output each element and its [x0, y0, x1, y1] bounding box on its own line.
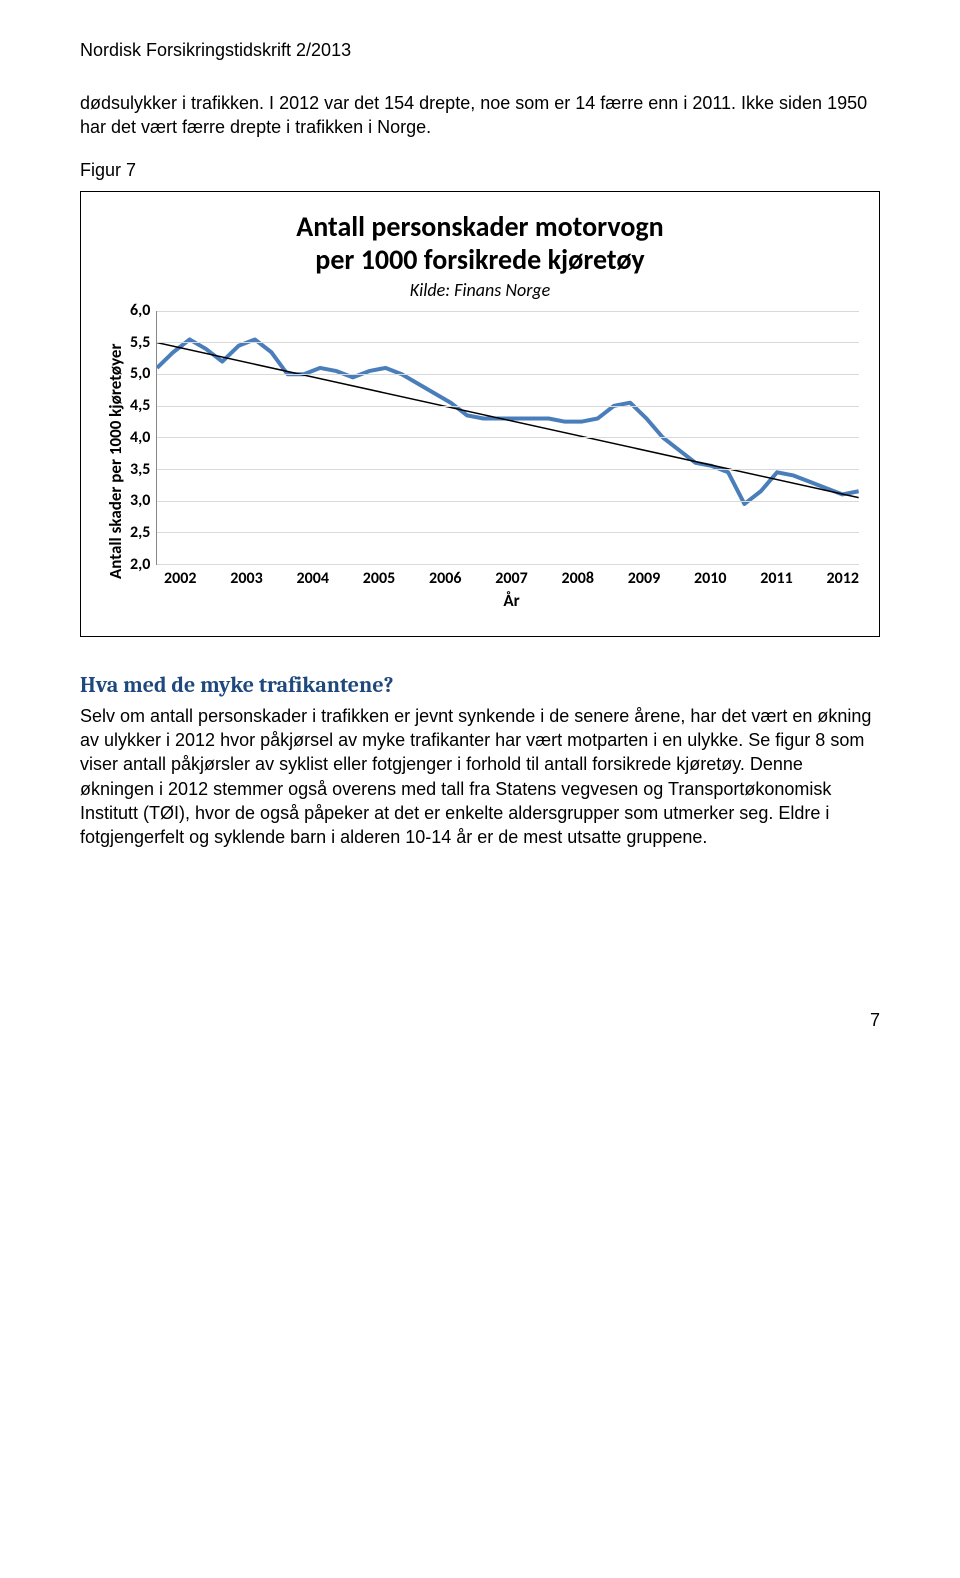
- chart-title-line2: per 1000 forsikrede kjøretøy: [315, 242, 644, 277]
- x-tick: 2004: [297, 569, 329, 588]
- page-number: 7: [80, 1010, 880, 1031]
- grid-line: [157, 374, 859, 375]
- x-tick: 2011: [760, 569, 792, 588]
- x-tick: 2007: [495, 569, 527, 588]
- x-tick: 2008: [562, 569, 594, 588]
- y-axis-ticks: 6,05,55,04,54,03,53,02,52,0: [130, 311, 156, 565]
- chart-container: Antall personskader motorvogn per 1000 f…: [80, 191, 880, 637]
- x-tick: 2003: [230, 569, 262, 588]
- x-tick: 2010: [694, 569, 726, 588]
- plot-area: [156, 311, 859, 565]
- grid-line: [157, 342, 859, 343]
- grid-line: [157, 469, 859, 470]
- x-axis-ticks: 2002 2003 2004 2005 2006 2007 2008 2009 2010 2011…: [130, 569, 859, 588]
- x-tick: 2005: [363, 569, 395, 588]
- figure-label: Figur 7: [80, 160, 880, 181]
- grid-line: [157, 564, 859, 565]
- grid-line: [157, 501, 859, 502]
- x-axis-label: År: [130, 590, 859, 611]
- x-tick: 2006: [429, 569, 461, 588]
- x-tick: 2012: [827, 569, 859, 588]
- section-heading: Hva med de myke trafikantene?: [80, 672, 880, 698]
- y-axis-label: Antall skader per 1000 kjøretøyer: [101, 311, 130, 611]
- x-tick: 2009: [628, 569, 660, 588]
- chart-title-line1: Antall personskader motorvogn: [296, 209, 663, 244]
- grid-line: [157, 532, 859, 533]
- section-body: Selv om antall personskader i trafikken …: [80, 704, 880, 850]
- trend-line: [157, 342, 859, 497]
- x-tick: 2002: [164, 569, 196, 588]
- grid-line: [157, 406, 859, 407]
- data-line: [157, 339, 859, 503]
- intro-paragraph: dødsulykker i trafikken. I 2012 var det …: [80, 91, 880, 140]
- grid-line: [157, 311, 859, 312]
- chart-title: Antall personskader motorvogn per 1000 f…: [101, 210, 859, 277]
- chart-body: Antall skader per 1000 kjøretøyer 6,05,5…: [101, 311, 859, 611]
- document-header: Nordisk Forsikringstidskrift 2/2013: [80, 40, 880, 61]
- grid-line: [157, 437, 859, 438]
- chart-subtitle: Kilde: Finans Norge: [101, 279, 859, 301]
